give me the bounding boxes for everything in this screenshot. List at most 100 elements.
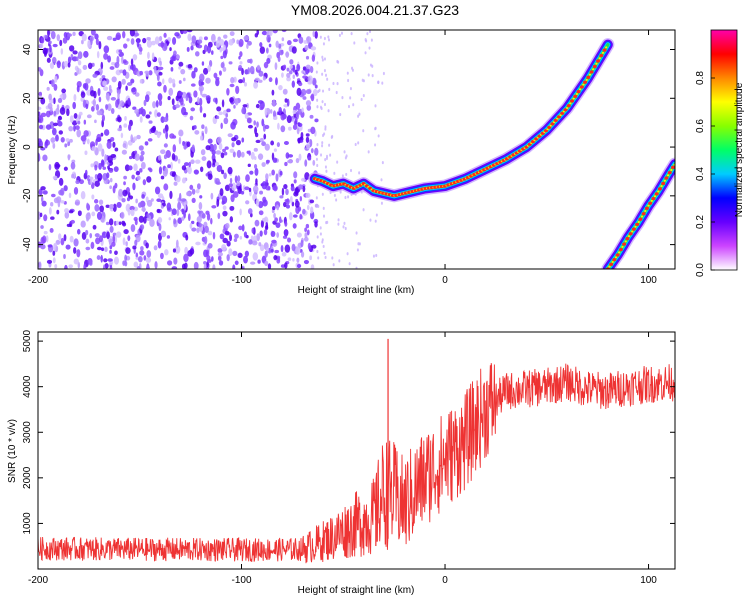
noise-dot <box>218 142 223 151</box>
noise-dot <box>226 88 230 96</box>
ridge-second-bead <box>638 217 643 221</box>
noise-dot <box>254 126 258 135</box>
noise-dot <box>222 205 227 210</box>
noise-dot <box>348 262 351 266</box>
noise-dot <box>87 40 91 49</box>
noise-dot <box>287 40 292 46</box>
noise-dot <box>170 161 173 170</box>
noise-dot <box>90 176 93 185</box>
noise-dot <box>284 244 291 253</box>
noise-dot <box>70 161 76 170</box>
ridge-second-bead <box>640 215 644 218</box>
noise-dot <box>172 135 177 139</box>
noise-dot <box>96 110 103 116</box>
noise-dot <box>83 130 89 137</box>
noise-dot <box>291 201 295 207</box>
noise-dot <box>38 106 42 111</box>
noise-dot <box>139 70 144 76</box>
noise-dot <box>133 163 138 172</box>
snr-y-axis-label: SNR (10 * v/v) <box>7 419 18 483</box>
ridge-main-bead <box>583 80 588 84</box>
noise-dot <box>92 98 96 107</box>
noise-dot <box>43 230 48 235</box>
noise-dot <box>241 106 245 115</box>
ridge-second-bead <box>612 258 617 262</box>
noise-dot <box>244 250 249 257</box>
noise-dot <box>130 78 135 84</box>
noise-dot <box>58 115 63 121</box>
noise-dot <box>40 97 46 105</box>
noise-dot <box>96 51 100 59</box>
noise-dot <box>86 202 89 210</box>
noise-dot <box>271 89 275 96</box>
noise-dot <box>158 166 163 175</box>
noise-dot <box>284 262 288 269</box>
noise-dot <box>323 69 326 73</box>
noise-dot <box>101 148 105 157</box>
noise-dot <box>200 87 203 96</box>
noise-dot <box>321 100 324 104</box>
noise-dot <box>188 96 193 104</box>
noise-dot <box>38 111 41 117</box>
noise-dot <box>321 238 324 242</box>
noise-dot <box>314 84 318 89</box>
snr-y-ticks: 1000 2000 3000 4000 5000 <box>22 330 675 535</box>
noise-dot <box>292 124 298 131</box>
noise-dot <box>144 141 149 146</box>
noise-dot <box>134 108 139 114</box>
noise-dot <box>63 60 69 68</box>
noise-dot <box>50 137 56 143</box>
noise-dot <box>229 97 234 103</box>
noise-dot <box>317 89 320 94</box>
noise-dot <box>128 123 132 131</box>
noise-dot <box>132 106 137 110</box>
noise-dot <box>266 57 271 64</box>
noise-dot <box>204 225 209 234</box>
noise-dot <box>346 252 349 256</box>
noise-dot <box>275 77 278 86</box>
noise-dot <box>211 205 217 209</box>
noise-dot <box>110 136 115 142</box>
noise-dot <box>100 61 104 70</box>
noise-dot <box>117 116 122 123</box>
noise-dot <box>280 125 286 133</box>
noise-dot <box>288 70 293 75</box>
noise-dot <box>114 250 118 256</box>
noise-dot <box>83 119 87 125</box>
noise-dot <box>42 190 48 195</box>
noise-dot <box>58 177 64 186</box>
ridge-second-bead <box>648 201 653 205</box>
noise-dot <box>305 136 310 143</box>
noise-dot <box>123 229 129 235</box>
noise-dot <box>145 266 150 269</box>
noise-dot <box>343 221 346 225</box>
noise-dot <box>225 222 230 229</box>
noise-dot <box>125 247 131 254</box>
ridge-second-bead <box>670 165 675 169</box>
noise-dot <box>333 193 336 198</box>
noise-dot <box>229 216 234 223</box>
noise-dot <box>59 200 65 204</box>
noise-dot <box>266 34 271 43</box>
noise-dot <box>236 39 240 45</box>
noise-dot <box>80 91 86 98</box>
noise-dot <box>268 43 272 48</box>
noise-dot <box>150 127 156 134</box>
noise-dot <box>305 192 311 199</box>
ridge-second-bead <box>631 230 634 233</box>
x-tick-label: -200 <box>28 275 48 286</box>
noise-dot <box>238 225 243 231</box>
noise-dot <box>105 92 110 101</box>
noise-dot <box>266 159 270 164</box>
noise-dot <box>309 199 315 204</box>
noise-dot <box>38 67 42 72</box>
noise-dot <box>91 146 97 152</box>
noise-dot <box>184 246 189 255</box>
ridge-second-bead <box>650 199 653 202</box>
noise-dot <box>77 60 82 66</box>
noise-dot <box>210 192 214 200</box>
noise-dot <box>122 69 127 76</box>
noise-dot <box>320 153 323 157</box>
noise-dot <box>154 109 158 118</box>
noise-dot <box>285 51 290 58</box>
